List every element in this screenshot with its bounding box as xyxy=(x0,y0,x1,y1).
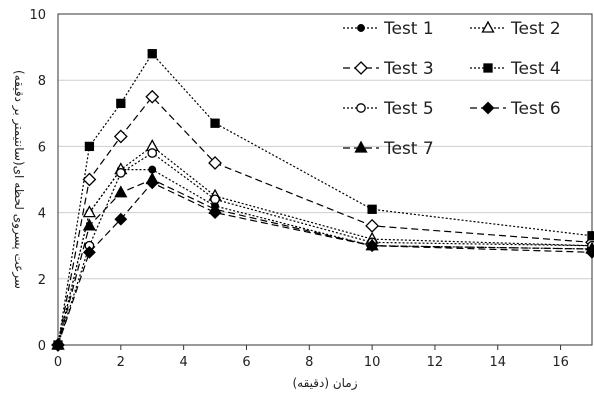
legend-marker xyxy=(357,24,365,32)
y-tick-label: 0 xyxy=(38,339,46,354)
x-tick-label: 2 xyxy=(117,355,125,370)
axis-ticks: 0 2 4 6 8 10 0 2 4 6 8 10 12 14 16 xyxy=(29,8,568,370)
data-point-test-7 xyxy=(585,241,594,254)
legend-item-test-3: Test 3 xyxy=(343,59,434,79)
legend-item-test-7: Test 7 xyxy=(343,139,434,159)
legend-marker xyxy=(356,103,366,113)
legend-item-test-6: Test 6 xyxy=(470,99,561,119)
data-point-test-6 xyxy=(82,245,96,259)
data-point-test-7 xyxy=(82,218,97,231)
legend-item-test-5: Test 5 xyxy=(343,99,434,119)
data-point-test-7 xyxy=(365,238,379,251)
data-point-test-1 xyxy=(148,165,157,174)
data-point-test-5 xyxy=(115,168,126,178)
series-test-6 xyxy=(51,176,594,352)
legend-label: Test 3 xyxy=(383,59,434,79)
series-line-test-5 xyxy=(57,152,593,346)
data-point-test-7 xyxy=(114,185,128,198)
data-point-test-4 xyxy=(147,49,157,59)
legend-marker xyxy=(483,63,493,73)
y-tick-label: 6 xyxy=(38,140,46,155)
data-point-test-7 xyxy=(145,172,159,185)
legend-label: Test 1 xyxy=(383,19,434,39)
legend: Test 1 Test 2 Test 3 Test 4 Test 5 Test 6 Test… xyxy=(343,19,561,159)
legend-label: Test 4 xyxy=(510,59,561,79)
data-point-test-4 xyxy=(587,231,594,241)
y-tick-label: 2 xyxy=(38,273,46,288)
x-tick-label: 4 xyxy=(180,355,188,370)
legend-label: Test 7 xyxy=(383,139,434,159)
data-point-test-4 xyxy=(367,204,377,214)
y-tick-label: 8 xyxy=(38,74,46,89)
data-point-test-7 xyxy=(208,201,222,214)
legend-item-test-1: Test 1 xyxy=(343,19,434,39)
data-series xyxy=(51,49,594,352)
data-point-test-4 xyxy=(84,141,95,152)
series-line-test-3 xyxy=(57,95,593,346)
data-point-test-4 xyxy=(116,98,126,109)
legend-marker xyxy=(354,140,368,153)
legend-label: Test 2 xyxy=(510,19,561,39)
x-tick-label: 14 xyxy=(489,355,506,370)
x-tick-label: 12 xyxy=(427,355,444,370)
legend-item-test-4: Test 4 xyxy=(470,59,561,79)
data-point-test-3 xyxy=(208,156,222,170)
series-line-test-2 xyxy=(57,145,593,346)
y-tick-label: 10 xyxy=(29,8,46,23)
series-test-2 xyxy=(51,139,594,350)
legend-marker xyxy=(481,101,495,115)
y-tick-label: 4 xyxy=(38,207,46,222)
series-test-4 xyxy=(53,49,594,350)
series-test-1 xyxy=(54,165,594,349)
x-tick-label: 16 xyxy=(552,355,569,370)
x-tick-label: 0 xyxy=(54,355,62,370)
data-point-test-3 xyxy=(113,129,128,144)
series-line-test-6 xyxy=(57,182,593,346)
data-point-test-6 xyxy=(114,212,128,226)
data-point-test-2 xyxy=(82,205,97,218)
data-point-test-7 xyxy=(51,337,65,350)
x-tick-label: 6 xyxy=(242,355,250,370)
series-test-5 xyxy=(53,148,594,350)
legend-label: Test 5 xyxy=(383,99,434,119)
data-point-test-3 xyxy=(145,89,160,104)
series-line-test-7 xyxy=(57,178,593,346)
legend-marker xyxy=(481,20,495,33)
legend-marker xyxy=(354,61,368,75)
series-line-test-1 xyxy=(57,169,593,346)
data-point-test-3 xyxy=(365,218,380,233)
legend-item-test-2: Test 2 xyxy=(470,19,561,39)
series-test-7 xyxy=(51,172,594,350)
data-point-test-5 xyxy=(147,148,158,158)
x-axis-title: زمان (دقیقه) xyxy=(292,376,357,391)
legend-label: Test 6 xyxy=(510,99,561,119)
x-tick-label: 8 xyxy=(305,355,313,370)
data-point-test-4 xyxy=(210,118,220,128)
x-tick-label: 10 xyxy=(364,355,381,370)
y-axis-title: سرعت پسروی لحظه ای(سانتیمتر بر دقیقه) xyxy=(11,70,26,289)
plot-area-frame xyxy=(57,13,593,346)
series-test-3 xyxy=(51,89,594,352)
data-point-test-3 xyxy=(82,172,97,187)
